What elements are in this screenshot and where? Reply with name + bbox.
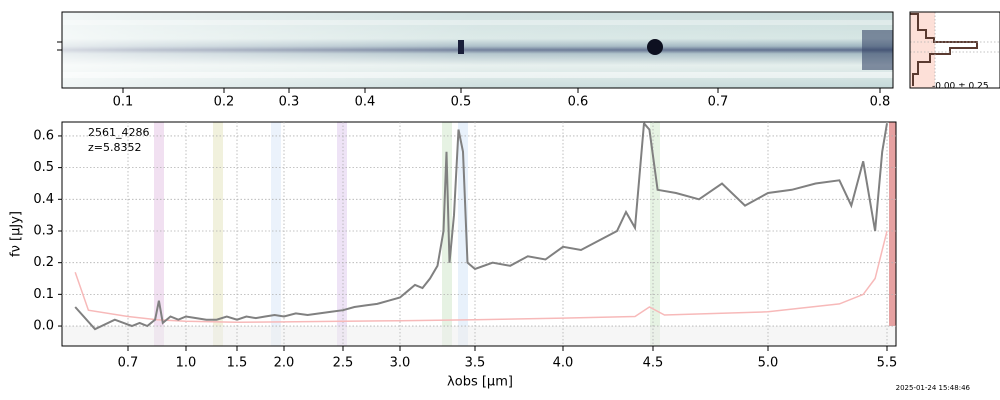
y-tick-label: 0.6	[33, 128, 54, 143]
histogram-panel: -0.00 ± 0.25	[909, 11, 1000, 92]
x-tick-label: 2.5	[333, 356, 354, 371]
zero-band	[62, 326, 896, 346]
edge-mask	[889, 122, 896, 326]
y-tick-label: 0.2	[33, 255, 54, 270]
x-tick-label: 2.0	[274, 356, 295, 371]
x-tick-label: 0.7	[118, 356, 139, 371]
x-axis-label: λobs [μm]	[447, 375, 513, 390]
x-tick-label: 0.7	[708, 95, 729, 110]
x-tick-label: 4.0	[553, 356, 574, 371]
y-tick-label: 0.4	[33, 192, 54, 207]
error-line	[74, 230, 888, 323]
annotation: 2561_4286	[88, 126, 150, 139]
timestamp: 2025-01-24 15:48:46	[896, 384, 971, 392]
annotation: z=5.8352	[88, 141, 141, 154]
x-tick-label: 0.8	[870, 95, 891, 110]
x-tick-label: 1.0	[176, 356, 197, 371]
x-tick-label: 1.5	[227, 356, 248, 371]
x-tick-label: 5.5	[877, 356, 898, 371]
flux-line	[74, 122, 888, 331]
spectrum-2d	[57, 11, 894, 89]
x-tick-label: 0.1	[113, 95, 134, 110]
x-tick-label: 5.0	[758, 356, 779, 371]
x-tick-label: 0.4	[355, 95, 376, 110]
y-tick-label: 0.1	[33, 287, 54, 302]
x-tick-label: 0.2	[214, 95, 235, 110]
y-tick-label: 0.5	[33, 160, 54, 175]
y-tick-label: 0.3	[33, 223, 54, 238]
x-tick-label: 0.3	[279, 95, 300, 110]
line-bands	[154, 122, 660, 346]
y-tick-label: 0.0	[33, 319, 54, 334]
x-tick-label: 4.5	[643, 356, 664, 371]
x-tick-label: 3.5	[465, 356, 486, 371]
histogram-annotation: -0.00 ± 0.25	[932, 82, 989, 92]
y-axis-label: fν [μJy]	[9, 211, 24, 257]
x-tick-label: 3.0	[390, 356, 411, 371]
plot-frame	[61, 121, 897, 347]
x-tick-label: 0.6	[568, 95, 589, 110]
x-tick-label: 0.5	[451, 95, 472, 110]
